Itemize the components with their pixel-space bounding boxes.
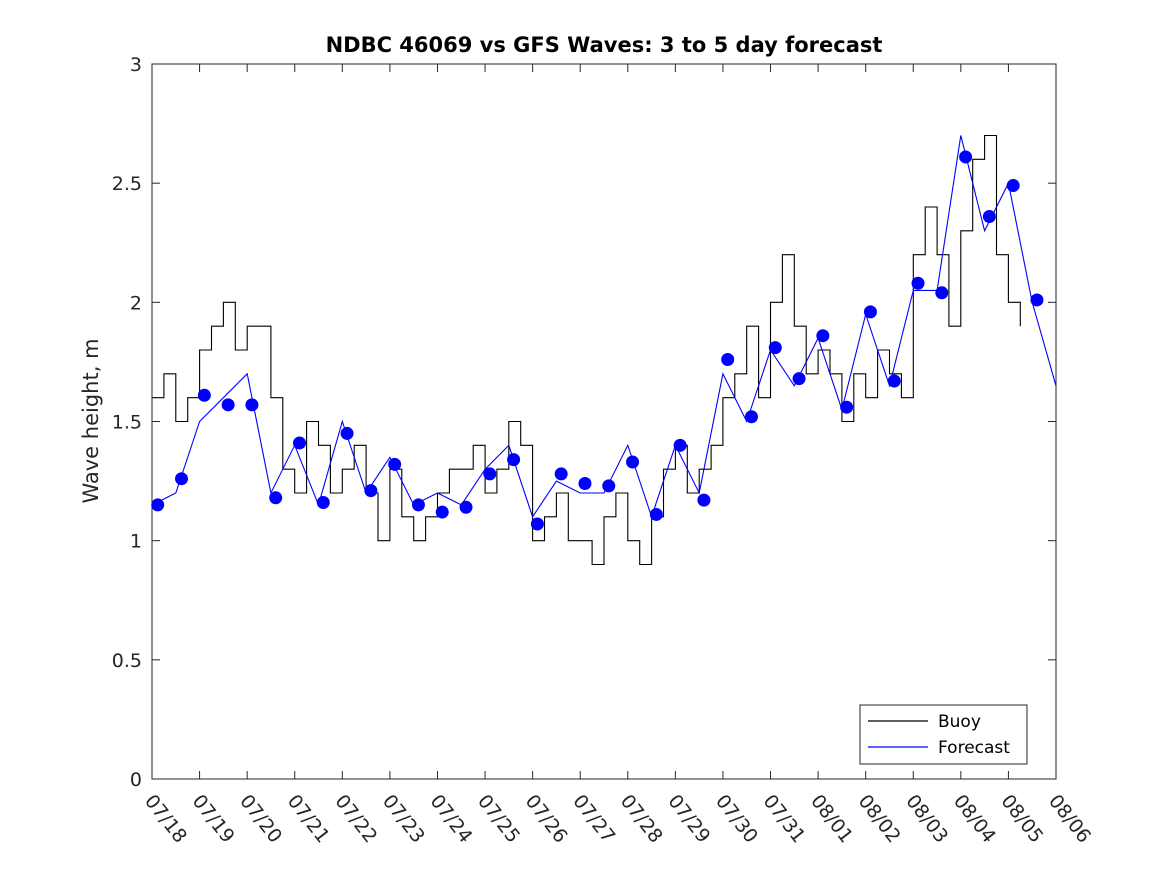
y-axis-label: Wave height, m bbox=[79, 338, 103, 503]
forecast-point bbox=[483, 467, 497, 481]
forecast-point bbox=[959, 150, 973, 164]
forecast-point bbox=[578, 476, 592, 490]
legend-label-forecast: Forecast bbox=[938, 738, 1010, 758]
forecast-point bbox=[411, 498, 425, 512]
y-ticks: 0 0.5 1 1.5 2 2.5 3 bbox=[112, 54, 1056, 791]
forecast-point bbox=[982, 210, 996, 224]
y-tick-label: 2.5 bbox=[112, 173, 142, 195]
forecast-point bbox=[530, 517, 544, 531]
y-tick-label: 0 bbox=[130, 769, 142, 791]
y-tick-label: 1 bbox=[130, 531, 142, 553]
forecast-point bbox=[816, 329, 830, 343]
forecast-point bbox=[151, 498, 165, 512]
forecast-point bbox=[388, 457, 402, 471]
forecast-point bbox=[554, 467, 568, 481]
forecast-point bbox=[221, 398, 235, 412]
forecast-point bbox=[840, 400, 854, 414]
forecast-point bbox=[435, 505, 449, 519]
forecast-point bbox=[673, 438, 687, 452]
forecast-point bbox=[459, 500, 473, 514]
forecast-line bbox=[151, 135, 1057, 519]
forecast-point bbox=[316, 496, 330, 510]
forecast-point bbox=[269, 491, 283, 505]
forecast-point bbox=[887, 374, 901, 388]
forecast-point bbox=[197, 388, 211, 402]
forecast-point bbox=[744, 410, 758, 424]
legend-box bbox=[859, 704, 1028, 765]
forecast-point bbox=[626, 455, 640, 469]
chart-title: NDBC 46069 vs GFS Waves: 3 to 5 day fore… bbox=[326, 33, 883, 57]
forecast-point bbox=[174, 472, 188, 486]
forecast-point bbox=[792, 372, 806, 386]
plot-area bbox=[151, 63, 1057, 780]
forecast-point bbox=[364, 484, 378, 498]
forecast-point bbox=[507, 453, 521, 467]
forecast-point bbox=[245, 398, 259, 412]
forecast-point bbox=[935, 286, 949, 300]
forecast-point bbox=[602, 479, 616, 493]
forecast-point bbox=[721, 353, 735, 367]
buoy-line bbox=[152, 134, 1021, 566]
forecast-point bbox=[1030, 293, 1044, 307]
y-tick-label: 2 bbox=[130, 292, 142, 314]
forecast-point bbox=[292, 436, 306, 450]
forecast-point bbox=[697, 493, 711, 507]
forecast-point bbox=[340, 426, 354, 440]
y-tick-label: 1.5 bbox=[112, 412, 142, 434]
forecast-point bbox=[911, 276, 925, 290]
legend-label-buoy: Buoy bbox=[938, 712, 981, 732]
forecast-point bbox=[863, 305, 877, 319]
legend: Buoy Forecast bbox=[859, 704, 1028, 765]
series-layer bbox=[151, 134, 1057, 566]
forecast-point bbox=[649, 507, 663, 521]
y-tick-label: 3 bbox=[130, 54, 142, 76]
y-tick-label: 0.5 bbox=[112, 650, 142, 672]
forecast-point bbox=[1006, 179, 1020, 193]
forecast-point bbox=[768, 341, 782, 355]
